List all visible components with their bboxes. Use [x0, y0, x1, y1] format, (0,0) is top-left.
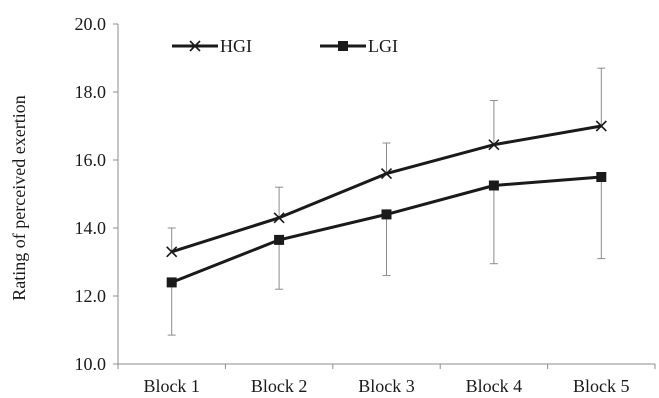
data-point-hgi [380, 168, 393, 180]
x-tick-label: Block 3 [358, 376, 415, 396]
y-axis-title: Rating of perceived exertion [9, 95, 29, 300]
marker-x-stroke [189, 40, 201, 52]
y-tick-label: 20.0 [75, 14, 107, 34]
marker-x-stroke [273, 212, 285, 224]
data-point-lgi [166, 277, 177, 288]
x-tick-label: Block 2 [251, 376, 308, 396]
y-tick-label: 10.0 [75, 354, 107, 374]
y-axis: 10.0 12.0 14.0 16.0 18.0 20.0 [75, 14, 119, 374]
data-point-hgi [595, 120, 607, 132]
data-point-lgi [596, 172, 607, 182]
y-tick-label: 14.0 [75, 218, 107, 238]
legend-marker-hgi [189, 40, 201, 52]
y-tick-label: 12.0 [75, 286, 107, 306]
marker-x-stroke [595, 120, 607, 132]
data-point-hgi [166, 246, 178, 258]
x-axis: Block 1 Block 2 Block 3 Block 4 Block 5 [117, 363, 656, 396]
legend-label-lgi: LGI [368, 36, 398, 56]
marker-x-stroke [380, 168, 393, 180]
legend-label-hgi: HGI [220, 36, 252, 56]
y-tick-label: 18.0 [75, 82, 107, 102]
x-tick-label: Block 1 [143, 376, 200, 396]
data-point-lgi [488, 180, 499, 191]
data-point-lgi [274, 234, 285, 245]
plot-area [166, 67, 607, 336]
data-point-hgi [273, 212, 285, 224]
y-tick-label: 16.0 [75, 150, 107, 170]
legend-marker-lgi [338, 41, 348, 51]
legend: HGI LGI [172, 36, 398, 56]
x-tick-label: Block 5 [573, 376, 630, 396]
marker-x-stroke [166, 246, 178, 258]
marker-x-stroke [488, 139, 500, 151]
x-tick-label: Block 4 [466, 376, 523, 396]
data-point-hgi [488, 139, 500, 151]
data-point-lgi [381, 209, 392, 220]
